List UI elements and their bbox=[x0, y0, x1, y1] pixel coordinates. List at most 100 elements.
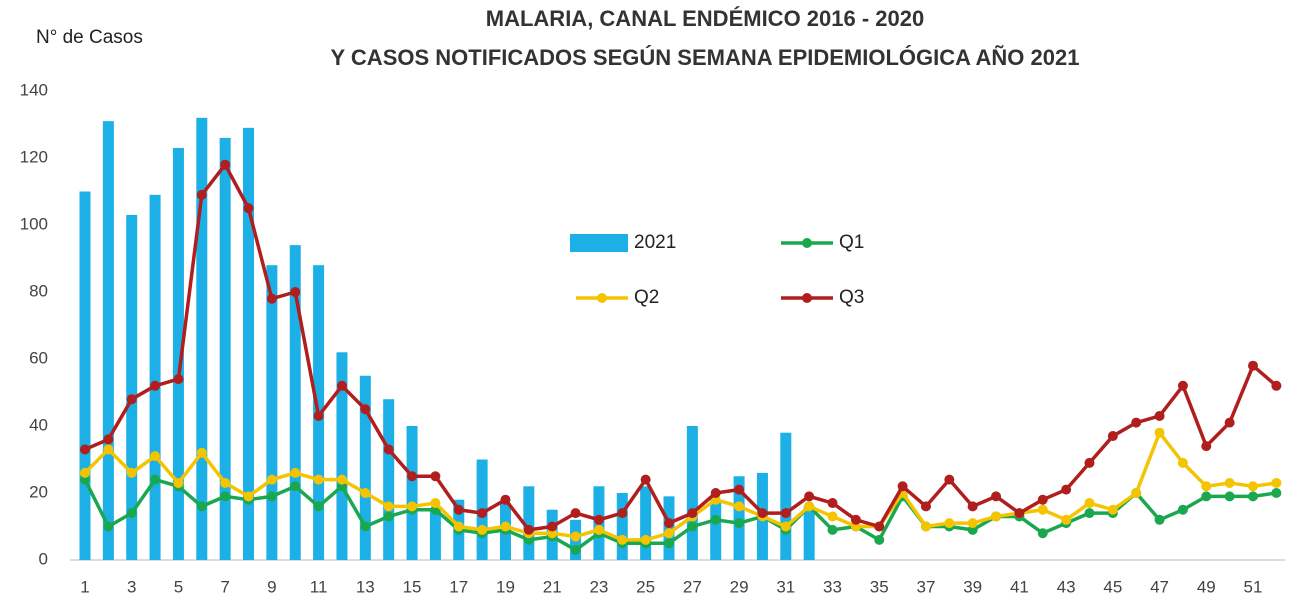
marker bbox=[266, 293, 277, 304]
marker bbox=[640, 474, 651, 485]
x-tick-label: 3 bbox=[127, 577, 136, 596]
marker bbox=[150, 451, 161, 462]
x-tick-label: 23 bbox=[589, 577, 608, 596]
marker bbox=[266, 474, 277, 485]
marker bbox=[266, 491, 277, 502]
marker bbox=[360, 488, 371, 498]
marker bbox=[1037, 528, 1048, 539]
marker bbox=[664, 518, 674, 529]
bar bbox=[663, 496, 675, 560]
marker bbox=[196, 447, 207, 458]
y-tick-label: 0 bbox=[39, 549, 48, 568]
x-tick-label: 17 bbox=[449, 577, 468, 596]
marker bbox=[1224, 417, 1235, 428]
marker bbox=[243, 203, 254, 214]
x-tick-label: 47 bbox=[1150, 577, 1169, 596]
marker bbox=[991, 491, 1002, 502]
marker bbox=[1131, 488, 1142, 498]
marker bbox=[967, 518, 978, 529]
marker bbox=[944, 518, 955, 529]
marker bbox=[1271, 477, 1282, 488]
marker bbox=[710, 514, 721, 525]
marker bbox=[1061, 514, 1072, 525]
chart-title: MALARIA, CANAL ENDÉMICO 2016 - 2020 bbox=[486, 6, 924, 31]
marker bbox=[1084, 498, 1095, 509]
x-tick-label: 21 bbox=[543, 577, 562, 596]
marker bbox=[687, 521, 698, 532]
x-tick-label: 5 bbox=[174, 577, 183, 596]
bar bbox=[686, 426, 698, 560]
marker bbox=[1154, 427, 1165, 438]
marker bbox=[570, 508, 581, 519]
marker bbox=[804, 501, 815, 512]
x-tick-label: 39 bbox=[963, 577, 982, 596]
marker bbox=[780, 521, 791, 532]
bar bbox=[102, 121, 114, 561]
y-tick-label: 60 bbox=[29, 348, 48, 367]
legend-label: Q1 bbox=[839, 232, 864, 253]
line bbox=[83, 477, 1277, 552]
marker bbox=[874, 521, 885, 532]
marker bbox=[290, 481, 301, 492]
marker bbox=[103, 444, 114, 455]
marker bbox=[827, 511, 838, 522]
bar bbox=[126, 214, 138, 560]
marker bbox=[920, 501, 931, 512]
marker bbox=[1248, 360, 1258, 371]
marker bbox=[1154, 514, 1165, 525]
marker bbox=[757, 508, 768, 519]
marker bbox=[80, 444, 90, 455]
marker bbox=[1084, 508, 1095, 519]
marker bbox=[196, 501, 207, 512]
marker bbox=[1224, 491, 1235, 502]
marker bbox=[780, 508, 791, 519]
marker bbox=[196, 189, 207, 200]
y-tick-label: 140 bbox=[20, 80, 48, 99]
x-tick-label: 25 bbox=[636, 577, 655, 596]
marker bbox=[477, 508, 488, 519]
marker bbox=[453, 521, 464, 532]
marker bbox=[1224, 477, 1235, 488]
y-tick-label: 100 bbox=[20, 214, 48, 233]
bar bbox=[172, 147, 184, 560]
marker bbox=[593, 524, 604, 535]
bar bbox=[79, 191, 91, 560]
marker bbox=[1177, 457, 1188, 468]
marker bbox=[734, 501, 745, 512]
marker bbox=[897, 481, 908, 492]
marker bbox=[336, 474, 347, 485]
x-tick-label: 35 bbox=[870, 577, 889, 596]
marker bbox=[664, 528, 674, 539]
marker bbox=[500, 494, 511, 505]
marker bbox=[967, 501, 978, 512]
marker bbox=[1084, 457, 1095, 468]
marker bbox=[1037, 494, 1048, 505]
y-tick-label: 120 bbox=[20, 147, 48, 166]
marker bbox=[617, 508, 628, 519]
x-tick-label: 31 bbox=[776, 577, 795, 596]
x-tick-label: 19 bbox=[496, 577, 515, 596]
x-tick-label: 41 bbox=[1010, 577, 1029, 596]
bar bbox=[406, 426, 418, 560]
marker bbox=[1014, 508, 1025, 519]
bar bbox=[710, 499, 722, 560]
bar bbox=[359, 375, 371, 560]
x-tick-label: 13 bbox=[356, 577, 375, 596]
legend-swatch bbox=[802, 238, 812, 248]
x-tick-label: 7 bbox=[220, 577, 229, 596]
marker bbox=[336, 380, 347, 391]
marker bbox=[850, 514, 861, 525]
legend-swatch bbox=[802, 293, 812, 303]
marker bbox=[1107, 431, 1118, 442]
marker bbox=[874, 534, 885, 545]
line bbox=[84, 162, 1278, 532]
marker bbox=[570, 544, 581, 555]
marker bbox=[1248, 491, 1258, 502]
marker bbox=[243, 491, 254, 502]
marker bbox=[220, 491, 231, 502]
y-tick-label: 40 bbox=[29, 415, 48, 434]
x-tick-label: 15 bbox=[403, 577, 422, 596]
marker bbox=[944, 474, 955, 485]
marker bbox=[383, 501, 394, 512]
marker bbox=[220, 477, 231, 488]
